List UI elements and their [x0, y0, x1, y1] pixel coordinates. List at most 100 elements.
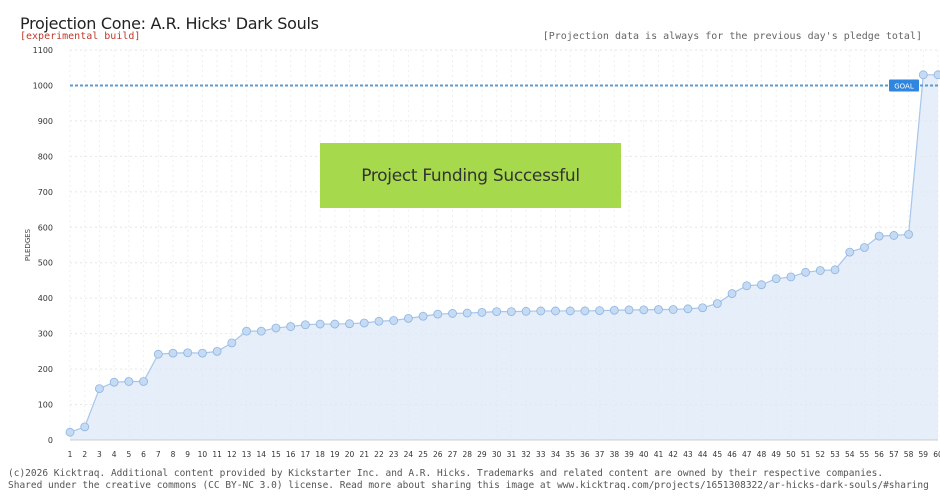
x-tick-label: 57 [889, 450, 899, 459]
data-point [389, 316, 399, 325]
data-point [639, 305, 649, 315]
data-point [139, 377, 148, 386]
data-point [815, 266, 825, 275]
data-point [933, 70, 940, 80]
x-tick-label: 53 [830, 450, 840, 459]
data-point [889, 231, 899, 240]
y-tick-label: 400 [38, 294, 53, 303]
x-tick-label: 12 [227, 450, 237, 459]
y-tick-label: 1100 [33, 46, 53, 55]
x-tick-label: 28 [462, 450, 472, 459]
data-point [786, 272, 796, 282]
x-tick-label: 9 [185, 450, 190, 459]
data-point [712, 299, 722, 308]
x-tick-label: 17 [301, 450, 311, 459]
data-point [874, 231, 884, 241]
data-point [565, 306, 575, 316]
x-tick-label: 33 [536, 450, 546, 459]
y-tick-label: 1000 [33, 81, 53, 90]
data-point [374, 316, 384, 326]
x-tick-label: 37 [595, 450, 605, 459]
x-tick-label: 55 [860, 450, 870, 459]
x-tick-label: 5 [126, 450, 131, 459]
x-tick-label: 42 [668, 450, 678, 459]
x-tick-label: 2 [82, 450, 87, 459]
x-tick-label: 7 [156, 450, 161, 459]
y-axis-label: PLEDGES [24, 228, 32, 261]
data-point [506, 307, 516, 317]
pledge-area [70, 74, 938, 441]
chart-title: Projection Cone: A.R. Hicks' Dark Souls [20, 14, 319, 33]
x-tick-label: 58 [904, 450, 914, 459]
data-point [624, 305, 634, 315]
x-tick-label: 35 [565, 450, 575, 459]
data-point [198, 348, 207, 358]
x-tick-label: 36 [580, 450, 590, 459]
x-tick-label: 34 [551, 450, 561, 459]
data-point [801, 267, 810, 277]
data-point [403, 313, 413, 323]
data-point [256, 326, 266, 336]
x-tick-label: 19 [330, 450, 340, 459]
x-tick-label: 14 [256, 450, 266, 459]
data-point [124, 377, 134, 386]
x-tick-label: 40 [639, 450, 649, 459]
x-tick-label: 1 [68, 450, 73, 459]
x-tick-label: 46 [727, 450, 737, 459]
data-point [521, 306, 531, 316]
x-tick-label: 15 [271, 450, 281, 459]
y-tick-label: 700 [38, 188, 53, 197]
data-point [448, 309, 457, 318]
data-point [771, 274, 781, 284]
x-tick-label: 44 [698, 450, 708, 459]
x-tick-label: 50 [786, 450, 796, 459]
data-point [462, 308, 472, 318]
x-tick-label: 25 [418, 450, 428, 459]
x-tick-label: 41 [654, 450, 664, 459]
x-tick-label: 51 [801, 450, 811, 459]
x-tick-label: 16 [286, 450, 296, 459]
y-tick-label: 500 [38, 259, 53, 268]
x-tick-label: 18 [315, 450, 325, 459]
x-tick-label: 27 [448, 450, 458, 459]
x-tick-label: 45 [713, 450, 723, 459]
x-tick-label: 21 [359, 450, 369, 459]
x-tick-label: 10 [198, 450, 208, 459]
data-point [183, 348, 193, 358]
x-tick-label: 31 [507, 450, 517, 459]
data-point [359, 318, 369, 328]
data-point [904, 229, 913, 239]
x-tick-label: 6 [141, 450, 146, 459]
x-tick-label: 20 [345, 450, 355, 459]
x-tick-label: 54 [845, 450, 855, 459]
y-tick-label: 200 [38, 365, 53, 374]
y-tick-label: 300 [38, 330, 53, 339]
x-tick-label: 23 [389, 450, 399, 459]
data-point [551, 306, 560, 316]
data-point [580, 306, 590, 316]
data-point [271, 323, 281, 333]
y-tick-label: 800 [38, 152, 53, 161]
data-point [830, 265, 840, 275]
data-point [315, 319, 325, 329]
data-point [65, 427, 75, 437]
x-tick-label: 22 [374, 450, 384, 459]
x-tick-label: 48 [757, 450, 767, 459]
x-tick-label: 11 [212, 450, 222, 459]
x-tick-label: 3 [97, 450, 102, 459]
data-point [609, 305, 619, 315]
data-point [727, 289, 737, 298]
data-point [418, 311, 428, 321]
data-point [477, 307, 487, 317]
y-tick-label: 900 [38, 117, 53, 126]
data-point [668, 305, 678, 314]
x-tick-label: 30 [492, 450, 502, 459]
funding-success-banner: Project Funding Successful [320, 143, 621, 208]
x-tick-label: 39 [624, 450, 634, 459]
data-point [345, 319, 354, 329]
data-point [698, 303, 708, 313]
x-tick-label: 32 [521, 450, 531, 459]
x-tick-label: 29 [477, 450, 487, 459]
x-tick-label: 26 [433, 450, 443, 459]
